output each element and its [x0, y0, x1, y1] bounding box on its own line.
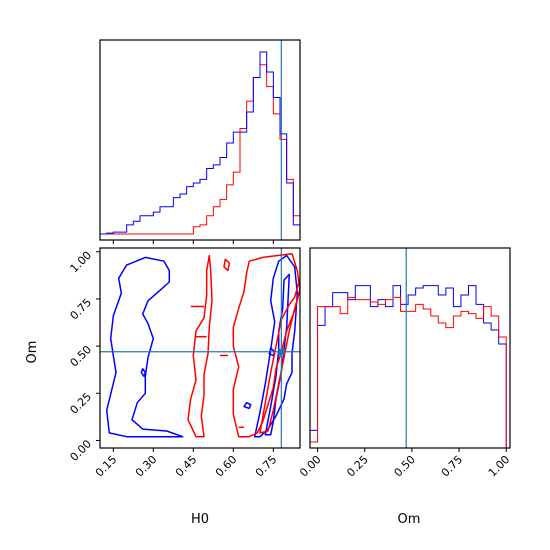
- contour-series-a-4: [243, 401, 252, 410]
- om-xtick-label-3: 0.75: [439, 453, 466, 480]
- om-hist-frame: [309, 247, 511, 449]
- truth-marker: [278, 348, 285, 355]
- contour-series-b-3: [223, 258, 231, 272]
- h0-xtick-label-2: 0.45: [173, 453, 200, 480]
- contour-series-a-2: [264, 273, 291, 436]
- om-ytick-label-2: 0.50: [68, 343, 95, 370]
- contour-series-a-1: [253, 254, 299, 438]
- om-ytick-label-3: 0.75: [68, 296, 95, 323]
- h0-om-contour-panel: 0.15 0.30 0.45 0.60 0.75 0.00 0.25 0.50 0.75 1.00: [68, 247, 301, 480]
- contour-series-b-1: [232, 252, 300, 438]
- h0-hist-series-b: [99, 64, 301, 240]
- om-histogram-panel: 0.00 0.25 0.50 0.75 1.00: [297, 247, 513, 480]
- h0-hist-frame: [99, 39, 301, 241]
- om-ytick-label-4: 1.00: [68, 249, 95, 276]
- om-xtick-label-0: 0.00: [297, 453, 324, 480]
- om-hist-series-b: [309, 296, 507, 448]
- contour-lines: [105, 252, 300, 438]
- h0-xtick-label-1: 0.30: [133, 453, 160, 480]
- om-xtick-label-2: 0.50: [391, 453, 418, 480]
- om-xtick-label-4: 1.00: [486, 453, 513, 480]
- om-ytick-label-1: 0.25: [68, 390, 95, 417]
- om-hist-series-a: [309, 285, 507, 448]
- x-axis-label-om: Om: [398, 512, 421, 527]
- h0-xtick-label-3: 0.60: [213, 453, 240, 480]
- contour-series-a-3: [140, 368, 147, 378]
- om-xtick-label-1: 0.25: [344, 453, 371, 480]
- contour-series-b-0: [187, 254, 213, 438]
- h0-histogram-panel: [99, 39, 301, 244]
- contour-series-b-2: [259, 277, 300, 434]
- x-axis-label-h0: H0: [191, 512, 209, 527]
- h0-xtick-label-4: 0.75: [253, 453, 280, 480]
- h0-hist-series-a: [99, 51, 301, 240]
- y-axis-label-om: Om: [25, 341, 40, 364]
- contour-series-a-0: [105, 256, 184, 438]
- h0-xtick-label-0: 0.15: [93, 453, 120, 480]
- om-ytick-label-0: 0.00: [68, 437, 95, 464]
- contour-frame: [99, 247, 301, 449]
